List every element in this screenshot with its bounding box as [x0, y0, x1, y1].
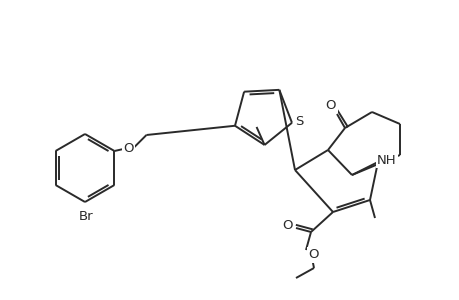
Text: O: O — [325, 98, 336, 112]
Text: S: S — [294, 115, 302, 128]
Text: NH: NH — [376, 154, 396, 166]
Text: O: O — [282, 220, 293, 232]
Text: O: O — [308, 248, 319, 262]
Text: Br: Br — [78, 211, 93, 224]
Text: O: O — [123, 142, 134, 155]
